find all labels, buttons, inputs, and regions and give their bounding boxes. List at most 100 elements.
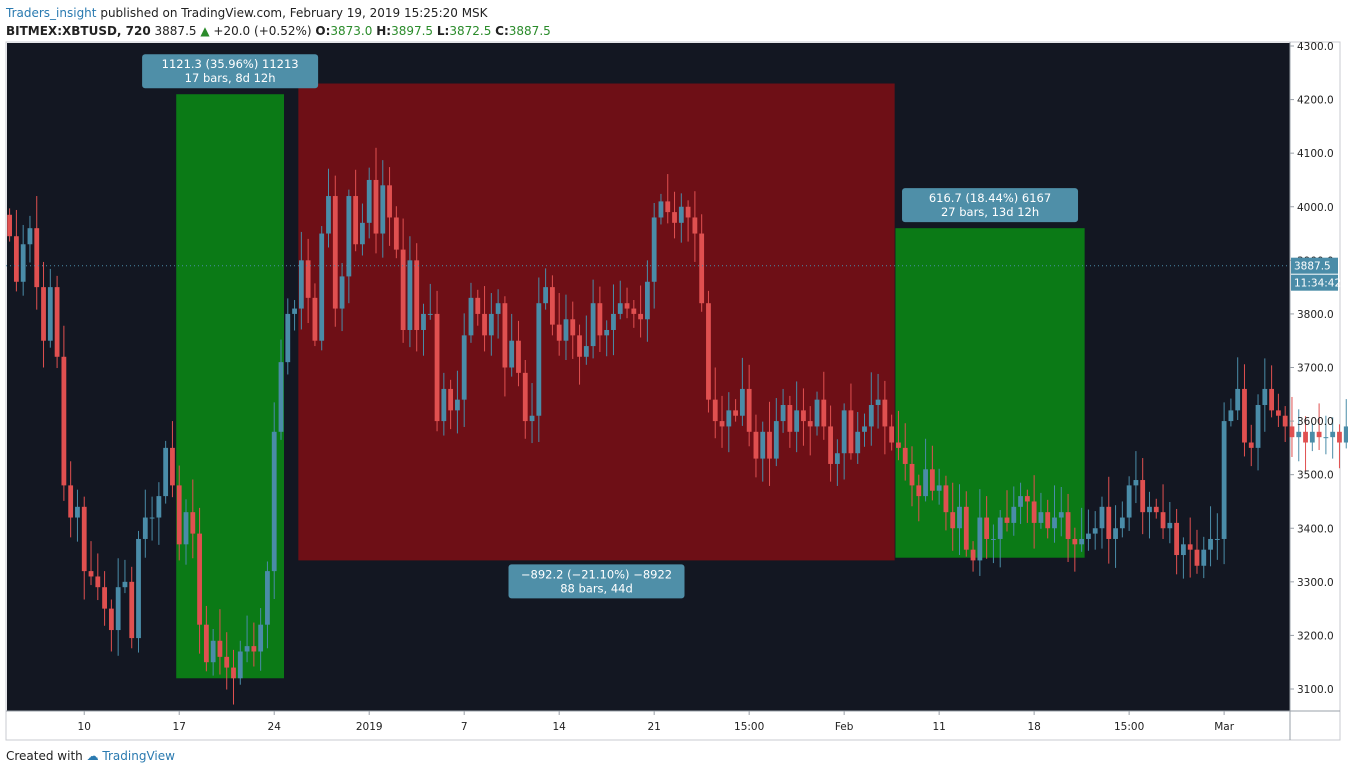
candle-body [868, 405, 874, 427]
y-tick-label: 3300.0 [1297, 577, 1334, 589]
candle-body [461, 335, 467, 400]
candle-body [563, 319, 569, 341]
candle-body [1031, 501, 1037, 523]
symbol-label: BITMEX:XBTUSD, 720 [6, 24, 151, 38]
x-tick-label: 15:00 [1114, 721, 1144, 733]
candle-body [393, 217, 399, 250]
candle-body [468, 297, 474, 336]
candle-body [570, 319, 576, 336]
tradingview-logo-icon: ☁ [86, 749, 99, 763]
low-label: L: [436, 24, 450, 38]
x-tick-label: 11 [932, 721, 945, 733]
candle-body [834, 453, 840, 464]
candle-body [102, 587, 107, 609]
last-price-label: 3887.5 [1294, 261, 1331, 273]
candle-body [441, 388, 447, 422]
candle-body [88, 571, 94, 577]
candle-body [902, 447, 908, 464]
candle-body [1153, 506, 1159, 513]
y-tick-label: 3700.0 [1297, 363, 1334, 375]
candle-body [1133, 480, 1139, 486]
candle-body [1011, 506, 1017, 523]
candle-body [963, 506, 969, 550]
candle-body [231, 667, 236, 679]
candle-body [353, 196, 359, 245]
candle-body [1228, 410, 1234, 422]
y-tick-label: 4000.0 [1297, 202, 1334, 214]
candle-body [251, 646, 257, 652]
candle-body [753, 431, 759, 459]
x-tick-label: 15:00 [734, 721, 764, 733]
published-text: published on TradingView.com, February 1… [100, 6, 488, 20]
close-label: C: [495, 24, 509, 38]
candle-body [1269, 388, 1275, 411]
candle-body [875, 399, 881, 406]
candle-body [1235, 388, 1241, 411]
candle-body [1316, 431, 1322, 438]
measure-tag-duration: 27 bars, 13d 12h [941, 205, 1039, 219]
candle-body [502, 303, 508, 368]
candle-body [258, 624, 264, 652]
candle-body [848, 410, 854, 454]
y-tick-label: 3800.0 [1297, 309, 1334, 321]
measure-tag-duration: 17 bars, 8d 12h [185, 71, 276, 85]
candle-body [332, 196, 338, 309]
candle-body [577, 335, 582, 357]
candle-body [20, 244, 26, 282]
author-link[interactable]: Traders_insight [6, 6, 97, 20]
high-label: H: [376, 24, 392, 38]
candle-body [1242, 388, 1247, 443]
candle-body [271, 431, 277, 572]
candle-body [1337, 431, 1342, 443]
tradingview-brand[interactable]: TradingView [102, 749, 175, 763]
range-box-1[interactable] [298, 83, 895, 561]
candle-body [862, 426, 867, 432]
candle-body [916, 485, 922, 497]
countdown-badge: 11:34:42 [1291, 274, 1341, 291]
candle-body [699, 233, 705, 304]
range-box-2[interactable] [895, 228, 1085, 558]
candle-body [617, 303, 623, 314]
candle-body [265, 571, 270, 625]
measure-tag-duration: 88 bars, 44d [560, 581, 633, 595]
candle-body [855, 431, 861, 454]
y-tick-label: 3600.0 [1297, 416, 1334, 428]
candle-body [1201, 549, 1207, 566]
candle-body [794, 410, 800, 432]
candle-body [726, 410, 732, 427]
candle-body [1208, 538, 1213, 550]
candle-body [203, 624, 209, 663]
candle-body [298, 260, 304, 309]
x-tick-label: 21 [647, 721, 660, 733]
candle-body [407, 260, 413, 330]
candle-body [1113, 528, 1118, 539]
candle-body [1221, 421, 1227, 539]
candle-body [455, 399, 460, 411]
candle-body [821, 399, 827, 427]
x-tick-label: 14 [552, 721, 566, 733]
candle-body [346, 196, 352, 277]
candle-body [27, 228, 33, 245]
candle-body [1330, 431, 1336, 438]
candle-body [1079, 538, 1085, 545]
candle-body [1004, 517, 1010, 523]
candle-body [509, 340, 515, 368]
candle-body [1174, 522, 1180, 556]
candle-body [678, 206, 684, 223]
candle-body [665, 201, 671, 213]
candle-body [543, 287, 549, 304]
candle-body [292, 308, 297, 314]
candle-body [604, 329, 610, 336]
candle-body [360, 222, 365, 245]
candle-body [190, 512, 196, 534]
candle-body [421, 313, 426, 330]
y-tick-label: 3100.0 [1297, 684, 1334, 696]
x-tick-label: 2019 [356, 721, 383, 733]
candle-body [1194, 549, 1200, 566]
candle-body [733, 410, 738, 416]
candle-body [1296, 431, 1302, 438]
